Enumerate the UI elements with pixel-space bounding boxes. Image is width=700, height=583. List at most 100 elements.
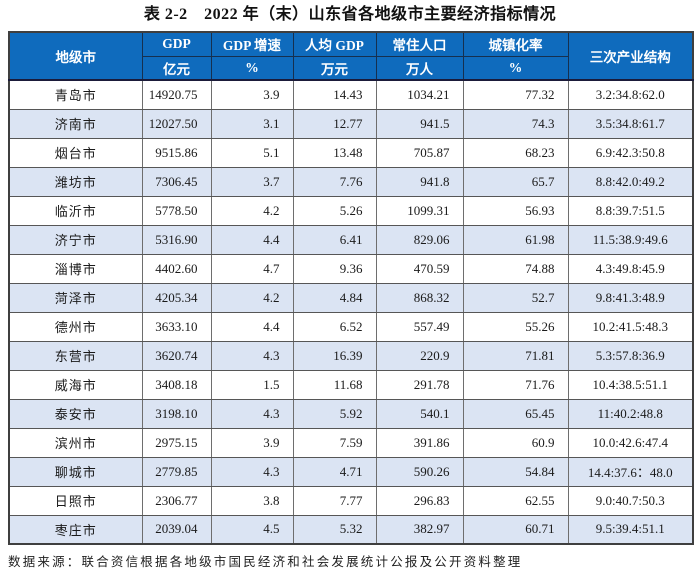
header-population: 常住人口 bbox=[375, 31, 464, 57]
table-row: 东营市 3620.74 4.3 16.39 220.9 71.81 5.3:57.8:36.… bbox=[8, 340, 694, 371]
urbanization-cell: 65.7 bbox=[462, 166, 569, 197]
table-body: 青岛市 14920.75 3.9 14.43 1034.21 77.32 3.2:34.8:… bbox=[8, 79, 694, 545]
structure-cell: 9.5:39.4:51.1 bbox=[567, 514, 694, 545]
structure-cell: 14.4:37.6：48.0 bbox=[567, 456, 694, 487]
unit-urbanization: % bbox=[462, 55, 569, 81]
structure-cell: 11.5:38.9:49.6 bbox=[567, 224, 694, 255]
header-row-labels: 地级市 GDP GDP 增速 人均 GDP 常住人口 城镇化率 三次产业结构 bbox=[8, 31, 694, 81]
data-source-note: 数据来源：联合资信根据各地级市国民经济和社会发展统计公报及公开资料整理 bbox=[8, 555, 523, 569]
growth-cell: 3.8 bbox=[210, 485, 294, 516]
table-row: 青岛市 14920.75 3.9 14.43 1034.21 77.32 3.2:34.8:… bbox=[8, 79, 694, 110]
population-cell: 705.87 bbox=[375, 137, 464, 168]
city-cell: 滨州市 bbox=[8, 427, 143, 458]
city-cell: 菏泽市 bbox=[8, 282, 143, 313]
per-capita-cell: 4.71 bbox=[292, 456, 377, 487]
header-gdp: GDP bbox=[141, 31, 212, 57]
urbanization-cell: 52.7 bbox=[462, 282, 569, 313]
structure-cell: 5.3:57.8:36.9 bbox=[567, 340, 694, 371]
gdp-cell: 5316.90 bbox=[141, 224, 212, 255]
structure-cell: 3.2:34.8:62.0 bbox=[567, 79, 694, 110]
structure-cell: 10.4:38.5:51.1 bbox=[567, 369, 694, 400]
city-cell: 聊城市 bbox=[8, 456, 143, 487]
city-cell: 德州市 bbox=[8, 311, 143, 342]
per-capita-cell: 16.39 bbox=[292, 340, 377, 371]
population-cell: 829.06 bbox=[375, 224, 464, 255]
growth-cell: 4.2 bbox=[210, 282, 294, 313]
population-cell: 540.1 bbox=[375, 398, 464, 429]
gdp-cell: 2306.77 bbox=[141, 485, 212, 516]
structure-cell: 9.0:40.7:50.3 bbox=[567, 485, 694, 516]
table-row: 济宁市 5316.90 4.4 6.41 829.06 61.98 11.5:38.9:49… bbox=[8, 224, 694, 255]
table-row: 淄博市 4402.60 4.7 9.36 470.59 74.88 4.3:49.8:45.… bbox=[8, 253, 694, 284]
growth-cell: 3.9 bbox=[210, 427, 294, 458]
per-capita-cell: 6.41 bbox=[292, 224, 377, 255]
urbanization-cell: 62.55 bbox=[462, 485, 569, 516]
urbanization-cell: 60.9 bbox=[462, 427, 569, 458]
gdp-cell: 2779.85 bbox=[141, 456, 212, 487]
gdp-cell: 3408.18 bbox=[141, 369, 212, 400]
header-urbanization: 城镇化率 bbox=[462, 31, 569, 57]
table-row: 威海市 3408.18 1.5 11.68 291.78 71.76 10.4:38.5:5… bbox=[8, 369, 694, 400]
population-cell: 1099.31 bbox=[375, 195, 464, 226]
population-cell: 220.9 bbox=[375, 340, 464, 371]
table-row: 枣庄市 2039.04 4.5 5.32 382.97 60.71 9.5:39.4:51.… bbox=[8, 514, 694, 545]
city-cell: 济宁市 bbox=[8, 224, 143, 255]
table-header: 地级市 GDP GDP 增速 人均 GDP 常住人口 城镇化率 三次产业结构 亿… bbox=[8, 31, 694, 81]
city-cell: 青岛市 bbox=[8, 79, 143, 110]
economic-indicators-table: 地级市 GDP GDP 增速 人均 GDP 常住人口 城镇化率 三次产业结构 亿… bbox=[8, 31, 694, 545]
gdp-cell: 4402.60 bbox=[141, 253, 212, 284]
growth-cell: 4.4 bbox=[210, 311, 294, 342]
urbanization-cell: 71.76 bbox=[462, 369, 569, 400]
per-capita-cell: 9.36 bbox=[292, 253, 377, 284]
city-cell: 烟台市 bbox=[8, 137, 143, 168]
city-cell: 淄博市 bbox=[8, 253, 143, 284]
gdp-cell: 7306.45 bbox=[141, 166, 212, 197]
urbanization-cell: 60.71 bbox=[462, 514, 569, 545]
city-cell: 东营市 bbox=[8, 340, 143, 371]
population-cell: 382.97 bbox=[375, 514, 464, 545]
per-capita-cell: 5.32 bbox=[292, 514, 377, 545]
header-city: 地级市 bbox=[8, 31, 143, 81]
gdp-cell: 12027.50 bbox=[141, 108, 212, 139]
gdp-cell: 2039.04 bbox=[141, 514, 212, 545]
growth-cell: 4.5 bbox=[210, 514, 294, 545]
gdp-cell: 3198.10 bbox=[141, 398, 212, 429]
city-cell: 日照市 bbox=[8, 485, 143, 516]
population-cell: 291.78 bbox=[375, 369, 464, 400]
table-row: 滨州市 2975.15 3.9 7.59 391.86 60.9 10.0:42.6:47.… bbox=[8, 427, 694, 458]
per-capita-cell: 7.76 bbox=[292, 166, 377, 197]
gdp-cell: 5778.50 bbox=[141, 195, 212, 226]
growth-cell: 3.1 bbox=[210, 108, 294, 139]
header-industry-structure: 三次产业结构 bbox=[567, 31, 694, 81]
table-row: 烟台市 9515.86 5.1 13.48 705.87 68.23 6.9:42.3:50… bbox=[8, 137, 694, 168]
structure-cell: 8.8:42.0:49.2 bbox=[567, 166, 694, 197]
per-capita-cell: 14.43 bbox=[292, 79, 377, 110]
unit-gdp-per-capita: 万元 bbox=[292, 55, 377, 81]
per-capita-cell: 4.84 bbox=[292, 282, 377, 313]
growth-cell: 4.3 bbox=[210, 398, 294, 429]
urbanization-cell: 77.32 bbox=[462, 79, 569, 110]
urbanization-cell: 65.45 bbox=[462, 398, 569, 429]
urbanization-cell: 54.84 bbox=[462, 456, 569, 487]
city-cell: 临沂市 bbox=[8, 195, 143, 226]
per-capita-cell: 5.26 bbox=[292, 195, 377, 226]
structure-cell: 10.0:42.6:47.4 bbox=[567, 427, 694, 458]
table-row: 菏泽市 4205.34 4.2 4.84 868.32 52.7 9.8:41.3:48.9 bbox=[8, 282, 694, 313]
growth-cell: 3.9 bbox=[210, 79, 294, 110]
urbanization-cell: 74.3 bbox=[462, 108, 569, 139]
gdp-cell: 14920.75 bbox=[141, 79, 212, 110]
population-cell: 868.32 bbox=[375, 282, 464, 313]
structure-cell: 11:40.2:48.8 bbox=[567, 398, 694, 429]
table-row: 济南市 12027.50 3.1 12.77 941.5 74.3 3.5:34.8:61.… bbox=[8, 108, 694, 139]
growth-cell: 4.2 bbox=[210, 195, 294, 226]
table-row: 临沂市 5778.50 4.2 5.26 1099.31 56.93 8.8:39.7:51… bbox=[8, 195, 694, 226]
table-row: 潍坊市 7306.45 3.7 7.76 941.8 65.7 8.8:42.0:49.2 bbox=[8, 166, 694, 197]
city-cell: 威海市 bbox=[8, 369, 143, 400]
population-cell: 941.8 bbox=[375, 166, 464, 197]
unit-gdp-growth: % bbox=[210, 55, 294, 81]
header-gdp-per-capita: 人均 GDP bbox=[292, 31, 377, 57]
table-row: 泰安市 3198.10 4.3 5.92 540.1 65.45 11:40.2:48.8 bbox=[8, 398, 694, 429]
per-capita-cell: 13.48 bbox=[292, 137, 377, 168]
structure-cell: 10.2:41.5:48.3 bbox=[567, 311, 694, 342]
